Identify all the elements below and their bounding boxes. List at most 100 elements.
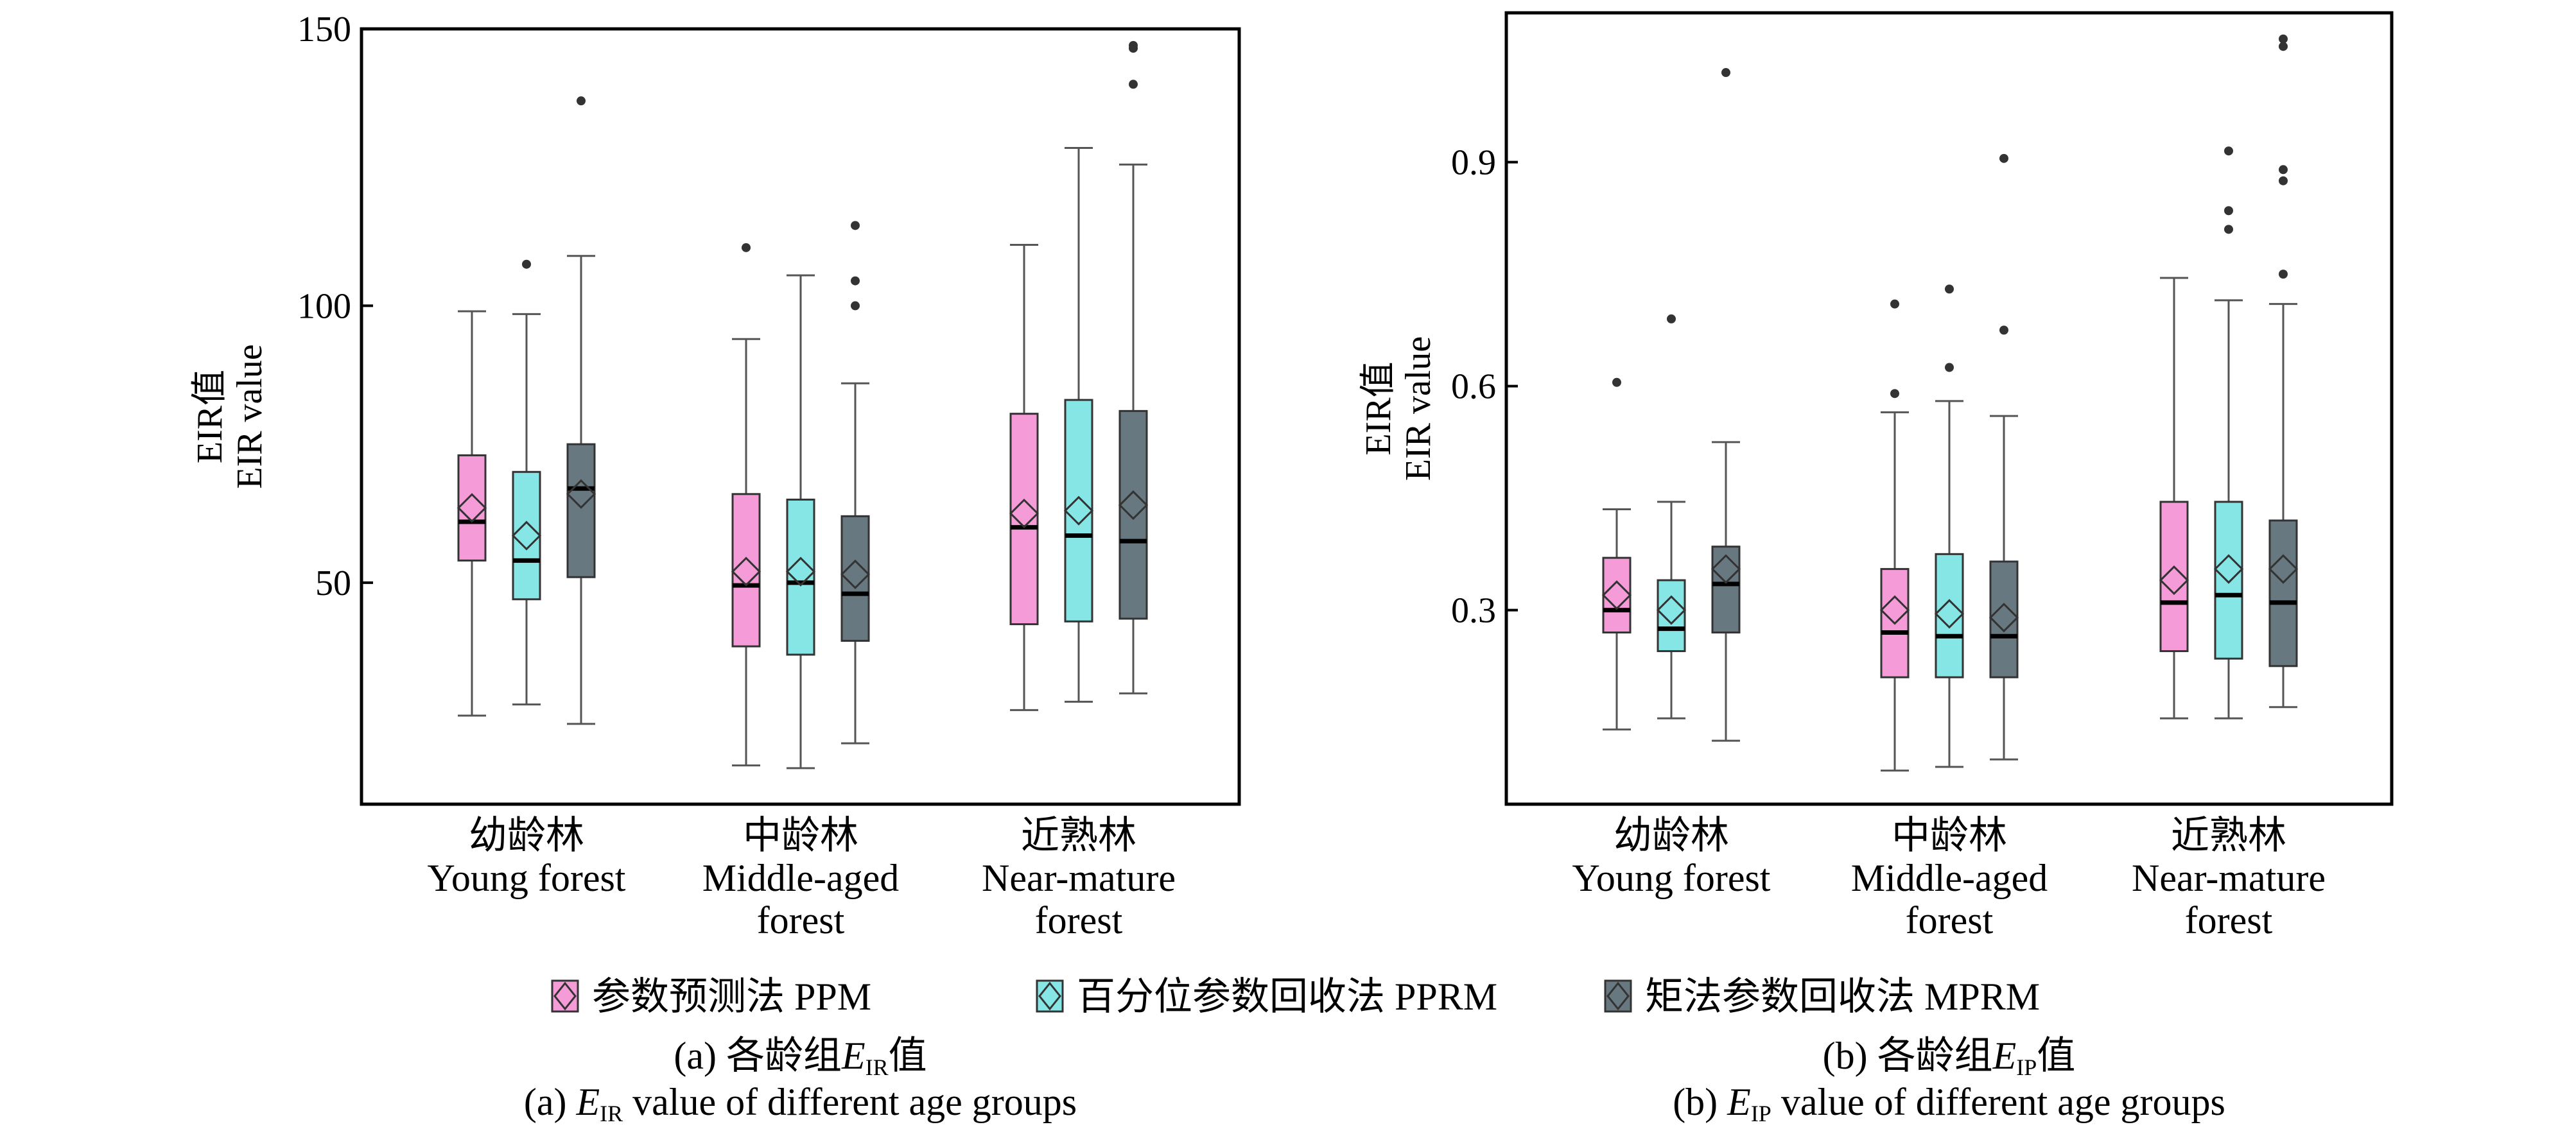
caption-en: (a) EIR value of different age groups xyxy=(524,1081,1077,1126)
outlier-point xyxy=(2279,176,2288,185)
outlier-point xyxy=(2224,146,2233,156)
mean-marker xyxy=(457,493,487,523)
caption-suffix: 值 xyxy=(889,1035,927,1077)
iqr-box xyxy=(1009,413,1039,626)
outlier-point xyxy=(2279,270,2288,279)
mean-marker xyxy=(785,556,816,587)
category-label: Near-mature xyxy=(2132,857,2326,899)
outlier-point xyxy=(1999,325,2008,335)
caption-suffix: 值 xyxy=(2037,1035,2075,1077)
mean-marker xyxy=(1656,595,1687,625)
category-label: Young forest xyxy=(428,857,626,899)
mean-marker xyxy=(2213,554,2244,584)
mean-marker xyxy=(1989,603,2019,633)
mean-marker xyxy=(1934,599,1965,629)
box-矩法参数回收法 MPRM xyxy=(1710,68,1741,742)
iqr-box xyxy=(731,493,761,648)
legend: 参数预测法 PPM 百分位参数回收法 PPRM 矩法参数回收法 MPRM xyxy=(551,976,2040,1018)
outlier-point xyxy=(1667,314,1676,323)
box-参数预测法 PPM xyxy=(2159,277,2189,719)
category-label: 近熟林 xyxy=(1021,814,1136,857)
legend-swatch xyxy=(551,979,579,1013)
mean-marker xyxy=(1710,554,1741,584)
iqr-box xyxy=(1118,409,1148,620)
iqr-box xyxy=(1935,553,1964,678)
box-百分位参数回收法 PPRM xyxy=(2213,146,2244,719)
outlier-point xyxy=(2224,225,2233,234)
category-label: forest xyxy=(2185,899,2273,942)
caption-zh: (a) 各龄组EIR值 xyxy=(674,1035,927,1080)
box-参数预测法 PPM xyxy=(731,243,761,767)
category-label: Near-mature xyxy=(982,857,1176,899)
caption-prefix: (a) 各龄组 xyxy=(674,1035,842,1077)
caption-prefix: (b) 各龄组 xyxy=(1823,1035,1993,1077)
outlier-point xyxy=(851,221,860,230)
mean-marker xyxy=(1601,580,1632,610)
legend-label: 参数预测法 PPM xyxy=(592,976,871,1018)
caption-subscript: IR xyxy=(866,1054,889,1080)
y-tick-label: 100 xyxy=(297,286,351,326)
mean-marker xyxy=(511,521,542,551)
box-矩法参数回收法 MPRM xyxy=(566,96,596,725)
box-参数预测法 PPM xyxy=(1601,377,1632,731)
box-百分位参数回收法 PPRM xyxy=(511,259,542,706)
mean-marker xyxy=(566,479,596,509)
y-tick-label: 150 xyxy=(297,10,351,49)
category-label: 幼龄林 xyxy=(469,814,584,857)
category-label: Young forest xyxy=(1572,857,1771,899)
y-axis-label-line: EIR value xyxy=(1398,336,1438,481)
legend-swatch xyxy=(1036,979,1064,1013)
y-axis-label-line: EIR值 xyxy=(190,370,230,463)
y-tick-label: 0.6 xyxy=(1451,367,1496,407)
iqr-box xyxy=(566,443,596,578)
plot-frame xyxy=(1504,11,2394,806)
legend-mean-marker xyxy=(1606,981,1630,1011)
box-参数预测法 PPM xyxy=(1879,299,1910,772)
category-label: forest xyxy=(1906,899,1994,942)
caption-en: (b) EIP value of different age groups xyxy=(1673,1081,2225,1126)
y-tick-label: 50 xyxy=(315,564,351,603)
iqr-box xyxy=(786,498,815,656)
mean-marker xyxy=(1879,595,1910,625)
category-label: forest xyxy=(1035,899,1123,942)
box-百分位参数回收法 PPRM xyxy=(1656,314,1687,719)
caption-subscript: IR xyxy=(600,1101,623,1126)
category-label: Middle-aged xyxy=(702,857,900,899)
caption-variable: E xyxy=(1992,1035,2017,1077)
plot-frame xyxy=(360,27,1241,806)
iqr-box xyxy=(1711,546,1741,633)
legend-label: 百分位参数回收法 PPRM xyxy=(1077,976,1497,1018)
caption-variable: E xyxy=(1727,1081,1751,1123)
box-矩法参数回收法 MPRM xyxy=(840,221,871,744)
caption-zh: (b) 各龄组EIP值 xyxy=(1823,1035,2076,1080)
outlier-point xyxy=(1999,153,2008,163)
outlier-point xyxy=(577,96,586,106)
category-label: 近熟林 xyxy=(2171,814,2286,857)
box-参数预测法 PPM xyxy=(457,310,487,717)
iqr-box xyxy=(1989,560,2019,678)
y-axis-label: EIR值EIR value xyxy=(190,344,270,488)
outlier-point xyxy=(1890,299,1899,309)
caption-subscript: IP xyxy=(1751,1101,1771,1126)
mean-marker xyxy=(2268,554,2299,584)
mean-marker xyxy=(731,556,761,587)
outlier-point xyxy=(851,301,860,311)
y-axis-label-line: EIR值 xyxy=(1359,361,1398,455)
legend-mean-marker xyxy=(1038,981,1061,1011)
caption-subscript: IP xyxy=(2016,1054,2037,1080)
iqr-box xyxy=(1657,579,1686,653)
category-label: 中龄林 xyxy=(743,814,858,857)
outlier-point xyxy=(1721,68,1730,78)
iqr-box xyxy=(2268,519,2298,667)
y-tick-label: 0.9 xyxy=(1451,143,1496,183)
mean-marker xyxy=(1063,495,1094,526)
mean-marker xyxy=(1118,490,1149,521)
outlier-point xyxy=(1890,389,1899,399)
caption-prefix: (b) xyxy=(1673,1081,1727,1123)
mean-marker xyxy=(840,559,871,590)
box-百分位参数回收法 PPRM xyxy=(785,274,816,770)
caption-suffix: value of different age groups xyxy=(1771,1081,2225,1123)
mean-marker xyxy=(2159,565,2189,596)
iqr-box xyxy=(457,454,487,562)
